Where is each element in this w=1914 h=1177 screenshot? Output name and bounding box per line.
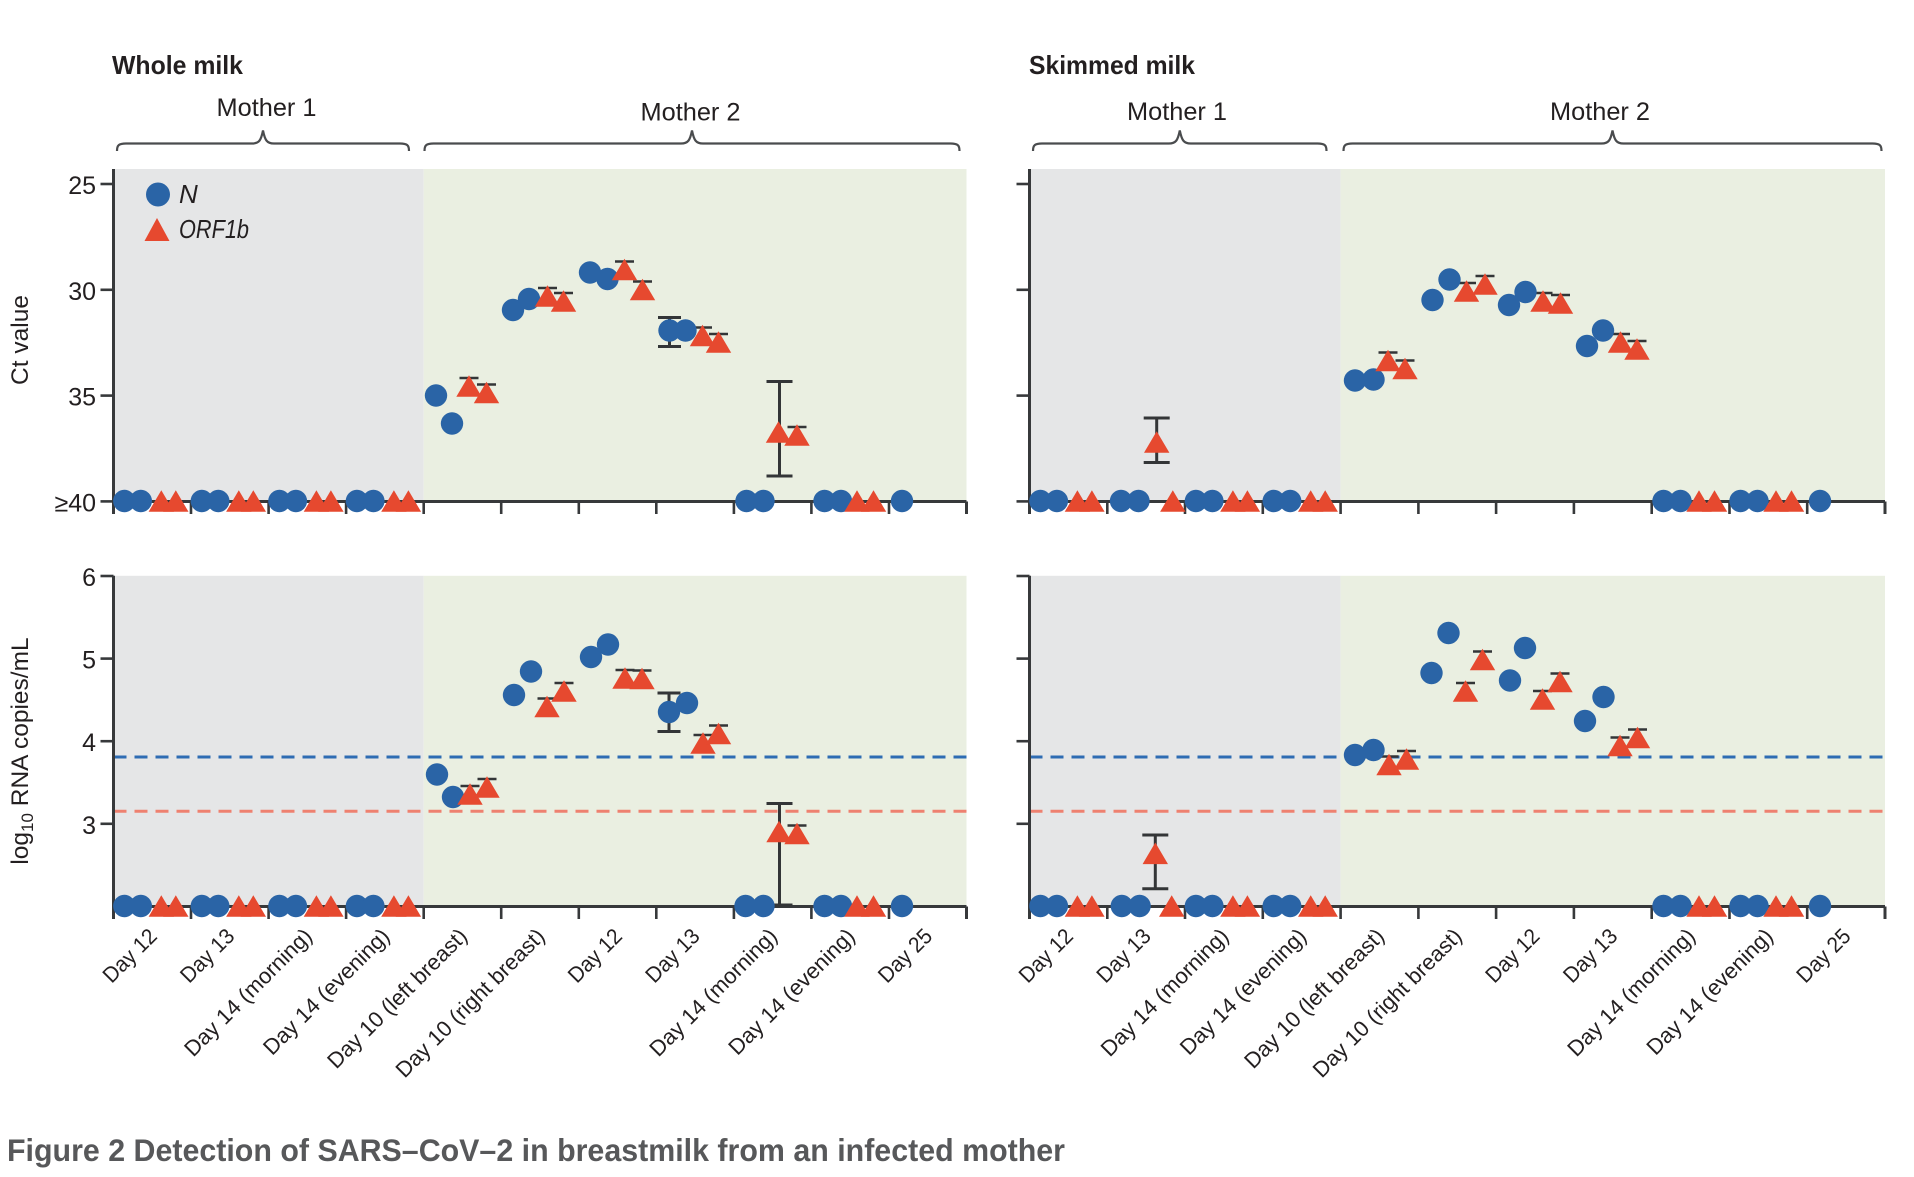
svg-text:Skimmed milk: Skimmed milk (1029, 50, 1196, 80)
svg-text:Day 13: Day 13 (640, 923, 704, 987)
svg-text:30: 30 (68, 278, 96, 306)
svg-text:Day 25: Day 25 (1791, 923, 1855, 987)
svg-text:N: N (179, 179, 198, 209)
svg-text:3: 3 (82, 812, 96, 840)
svg-text:Day 12: Day 12 (1014, 923, 1078, 987)
svg-text:Day 12: Day 12 (1480, 923, 1544, 987)
svg-text:Whole milk: Whole milk (112, 50, 244, 80)
svg-text:35: 35 (68, 384, 96, 412)
svg-text:Mother 2: Mother 2 (1550, 98, 1650, 126)
svg-text:Day 10 (left breast): Day 10 (left breast) (322, 923, 472, 1073)
svg-text:Day 13: Day 13 (175, 923, 239, 987)
svg-text:25: 25 (68, 172, 96, 200)
svg-text:Day 10 (left breast): Day 10 (left breast) (1239, 923, 1389, 1073)
svg-text:log10 RNA copies/mL: log10 RNA copies/mL (7, 637, 37, 864)
svg-text:4: 4 (82, 729, 96, 757)
svg-text:5: 5 (82, 647, 96, 675)
svg-text:Day 10 (right breast): Day 10 (right breast) (390, 923, 549, 1082)
svg-text:ORF1b: ORF1b (179, 214, 249, 244)
svg-text:6: 6 (82, 564, 96, 592)
svg-text:Mother 1: Mother 1 (1127, 98, 1227, 126)
svg-text:Day 13: Day 13 (1091, 923, 1155, 987)
svg-text:Mother 2: Mother 2 (641, 99, 741, 127)
svg-text:Mother 1: Mother 1 (217, 94, 317, 122)
svg-text:Figure 2 Detection of SARS–CoV: Figure 2 Detection of SARS–CoV–2 in brea… (7, 1132, 1065, 1168)
svg-text:≥40: ≥40 (54, 489, 96, 517)
svg-text:Day 25: Day 25 (873, 923, 937, 987)
svg-text:Day 12: Day 12 (97, 923, 161, 987)
svg-text:Day 10 (right breast): Day 10 (right breast) (1308, 923, 1467, 1082)
svg-text:Day 12: Day 12 (563, 923, 627, 987)
svg-text:Ct value: Ct value (7, 295, 34, 385)
svg-text:Day 13: Day 13 (1558, 923, 1622, 987)
